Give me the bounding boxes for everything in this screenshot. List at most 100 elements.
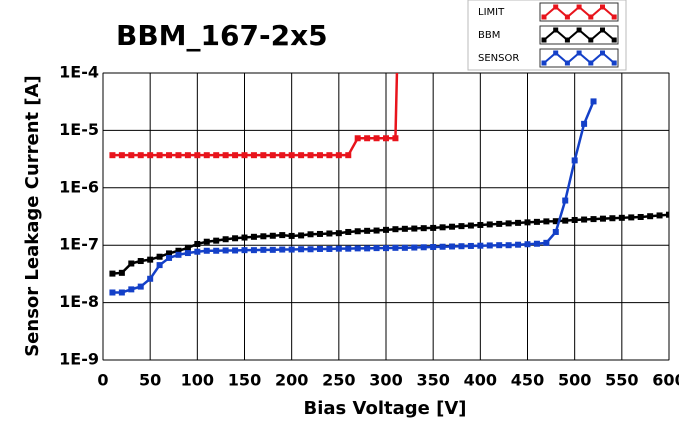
data-point — [137, 283, 144, 290]
y-tick-label: 1E-4 — [59, 63, 99, 82]
legend-marker — [553, 50, 559, 56]
legend-marker — [564, 14, 570, 20]
legend-marker — [553, 27, 559, 33]
data-point — [373, 135, 380, 142]
legend-marker — [600, 50, 605, 56]
data-point — [335, 152, 342, 159]
data-point — [505, 220, 512, 227]
legend-marker — [600, 27, 605, 33]
legend-swatch-box — [539, 48, 619, 68]
y-tick-label: 1E-7 — [59, 235, 99, 254]
data-point — [166, 250, 173, 257]
data-point — [128, 152, 135, 159]
data-point — [175, 152, 182, 159]
data-point — [449, 243, 456, 250]
data-point — [288, 246, 295, 253]
legend-marker — [564, 37, 570, 43]
data-point — [260, 246, 267, 253]
x-tick-label: 450 — [511, 371, 544, 390]
data-point — [458, 223, 465, 230]
legend-marker — [564, 60, 570, 66]
plot-lines — [109, 73, 669, 296]
data-point — [335, 230, 342, 237]
legend-swatch-box — [539, 25, 619, 45]
series-line — [112, 100, 595, 294]
data-point — [533, 218, 540, 225]
x-tick-label: 350 — [416, 371, 449, 390]
data-point — [373, 227, 380, 234]
data-point — [288, 232, 295, 239]
data-point — [128, 260, 135, 267]
data-point — [411, 225, 418, 232]
x-tick-label: 200 — [275, 371, 308, 390]
x-tick-label: 100 — [181, 371, 214, 390]
data-point — [562, 197, 569, 204]
data-point — [345, 152, 352, 159]
data-point — [486, 242, 493, 249]
data-point — [420, 244, 427, 251]
data-point — [316, 245, 323, 252]
data-point — [298, 152, 305, 159]
data-point — [618, 214, 625, 221]
data-point — [430, 244, 437, 251]
data-point — [298, 246, 305, 253]
data-point — [467, 222, 474, 229]
data-point — [109, 270, 116, 277]
data-point — [637, 213, 644, 220]
data-point — [194, 240, 201, 247]
data-point — [307, 231, 314, 238]
data-point — [166, 254, 173, 261]
data-point — [345, 245, 352, 252]
legend-marker — [541, 60, 547, 66]
data-point — [203, 238, 210, 245]
data-point — [175, 251, 182, 258]
data-point — [647, 213, 654, 220]
data-point — [392, 244, 399, 251]
data-point — [109, 152, 116, 159]
data-point — [213, 237, 220, 244]
data-point — [599, 215, 606, 222]
data-point — [345, 228, 352, 235]
y-tick-label: 1E-5 — [59, 120, 99, 139]
data-point — [109, 289, 116, 296]
data-point — [250, 247, 257, 254]
data-point — [458, 243, 465, 250]
data-point — [298, 232, 305, 239]
data-point — [147, 275, 154, 282]
legend-marker — [600, 4, 605, 10]
legend-marker — [576, 50, 582, 56]
data-point — [364, 227, 371, 234]
data-point — [552, 228, 559, 235]
data-point — [279, 152, 286, 159]
data-point — [533, 240, 540, 247]
data-point — [439, 224, 446, 231]
data-point — [505, 242, 512, 249]
data-point — [486, 221, 493, 228]
data-point — [326, 245, 333, 252]
data-point — [364, 135, 371, 142]
data-point — [269, 246, 276, 253]
data-point — [156, 262, 163, 269]
data-point — [241, 247, 248, 254]
data-point — [524, 219, 531, 226]
data-point — [118, 269, 125, 276]
data-point — [354, 245, 361, 252]
data-point — [213, 247, 220, 254]
data-point — [449, 223, 456, 230]
x-tick-label: 150 — [228, 371, 261, 390]
data-point — [392, 226, 399, 233]
legend-label: SENSOR — [478, 53, 519, 64]
data-point — [609, 215, 616, 222]
x-tick-label: 600 — [652, 371, 679, 390]
data-point — [477, 242, 484, 249]
legend-marker — [611, 14, 617, 20]
legend-marker — [576, 4, 582, 10]
data-point — [128, 286, 135, 293]
data-point — [411, 244, 418, 251]
data-point — [222, 152, 229, 159]
data-point — [118, 289, 125, 296]
data-point — [383, 135, 389, 142]
x-tick-label: 300 — [369, 371, 402, 390]
data-point — [571, 157, 578, 164]
